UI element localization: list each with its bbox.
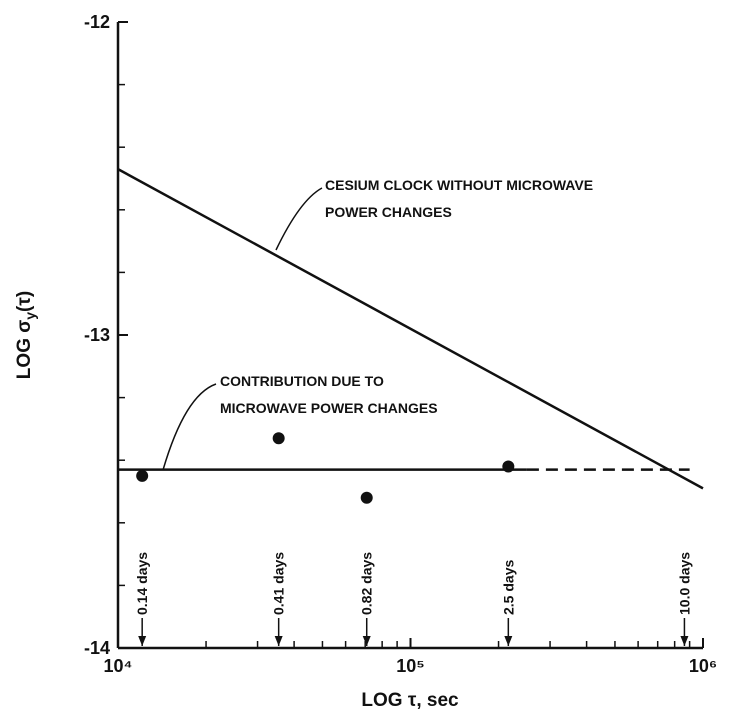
y-label-part: y bbox=[22, 312, 38, 320]
x-tick-label: 10⁵ bbox=[396, 656, 424, 676]
annotation: POWER CHANGES bbox=[325, 204, 452, 220]
day-label: 2.5 days bbox=[500, 560, 516, 615]
day-label: 0.14 days bbox=[134, 552, 150, 615]
annotation: MICROWAVE POWER CHANGES bbox=[220, 400, 438, 416]
arrow-head bbox=[138, 636, 147, 646]
y-tick-label: -12 bbox=[84, 12, 110, 32]
data-point bbox=[502, 460, 515, 473]
arrow-head bbox=[504, 636, 513, 646]
y-tick-label: -14 bbox=[84, 638, 110, 658]
y-label-part: LOG σ bbox=[14, 320, 35, 379]
day-label: 10.0 days bbox=[676, 552, 692, 615]
annotation: CESIUM CLOCK WITHOUT MICROWAVE bbox=[325, 177, 593, 193]
line bbox=[117, 168, 704, 490]
arrow-head bbox=[680, 636, 689, 646]
data-point bbox=[136, 469, 149, 482]
x-tick-label: 10⁶ bbox=[689, 656, 717, 676]
x-tick-label: 10⁴ bbox=[104, 656, 133, 676]
y-axis-label: LOG σy(τ) bbox=[14, 291, 38, 379]
y-label-part: (τ) bbox=[14, 291, 35, 312]
leader-line bbox=[275, 187, 323, 251]
y-tick-label: -13 bbox=[84, 325, 110, 345]
arrow-head bbox=[362, 636, 371, 646]
leader-line bbox=[162, 383, 217, 471]
annotation: CONTRIBUTION DUE TO bbox=[220, 373, 384, 389]
x-axis-label: LOG τ, sec bbox=[361, 690, 459, 711]
data-point bbox=[272, 432, 285, 445]
data-point bbox=[360, 491, 373, 504]
day-label: 0.82 days bbox=[359, 552, 375, 615]
day-label: 0.41 days bbox=[271, 552, 287, 615]
arrow-head bbox=[274, 636, 283, 646]
